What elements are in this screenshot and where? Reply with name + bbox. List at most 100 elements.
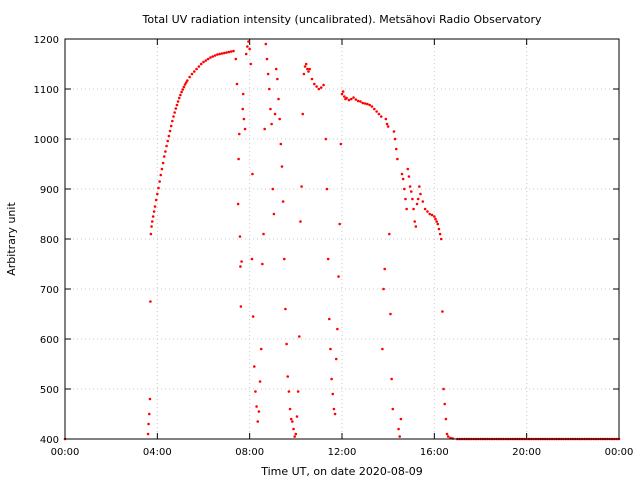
data-point xyxy=(239,305,243,308)
data-point xyxy=(183,83,187,86)
data-point xyxy=(234,57,238,61)
data-point xyxy=(239,265,242,268)
data-point xyxy=(241,107,245,111)
data-point xyxy=(270,122,273,126)
data-point xyxy=(211,55,215,58)
data-point xyxy=(150,225,153,228)
data-point xyxy=(248,47,251,51)
data-point xyxy=(181,88,185,91)
data-point xyxy=(307,70,310,73)
data-point xyxy=(149,232,153,236)
data-point xyxy=(361,101,365,105)
data-point xyxy=(280,165,284,168)
data-point xyxy=(437,227,441,231)
data-point xyxy=(333,412,337,416)
data-point xyxy=(286,375,290,378)
data-point xyxy=(394,147,398,151)
data-point xyxy=(272,212,276,216)
data-point xyxy=(263,127,266,131)
data-point xyxy=(331,392,335,396)
data-point xyxy=(310,77,314,81)
data-point xyxy=(368,103,372,107)
data-point xyxy=(306,67,309,71)
data-point xyxy=(254,390,257,393)
data-point xyxy=(289,417,293,421)
data-point xyxy=(237,132,241,136)
data-point xyxy=(444,417,448,421)
data-point xyxy=(204,59,208,62)
data-point xyxy=(246,45,249,48)
data-point xyxy=(400,172,404,176)
data-point xyxy=(330,377,333,381)
data-point xyxy=(304,62,308,66)
y-tick-label: 700 xyxy=(40,285,59,296)
data-point xyxy=(241,92,245,96)
data-point xyxy=(291,420,294,423)
x-tick-label: 08:00 xyxy=(235,447,264,458)
data-point xyxy=(188,75,191,79)
data-point xyxy=(418,185,421,188)
data-point xyxy=(165,144,168,148)
grid-lines xyxy=(65,39,619,439)
data-point xyxy=(255,405,258,408)
plot-frame xyxy=(64,38,620,440)
data-point xyxy=(303,65,307,68)
data-point xyxy=(190,72,194,76)
data-point xyxy=(341,90,345,93)
data-point xyxy=(300,185,303,188)
data-point xyxy=(385,122,389,126)
data-point xyxy=(308,67,311,71)
data-point xyxy=(384,117,388,121)
data-point xyxy=(324,137,328,141)
data-point xyxy=(386,125,390,128)
data-point xyxy=(339,142,343,146)
data-point xyxy=(388,232,391,236)
data-point xyxy=(265,57,269,61)
y-tick-label: 600 xyxy=(40,335,59,346)
data-point xyxy=(177,96,181,100)
data-point xyxy=(186,79,189,82)
data-point xyxy=(167,134,171,138)
data-point xyxy=(256,420,260,423)
data-point xyxy=(262,232,265,236)
data-point xyxy=(152,210,156,213)
data-point xyxy=(266,72,270,76)
data-point xyxy=(149,300,152,303)
data-point xyxy=(442,387,445,391)
data-point xyxy=(206,57,210,61)
data-point xyxy=(363,102,367,105)
data-point xyxy=(169,124,173,128)
y-tick-label: 500 xyxy=(40,385,59,396)
data-point xyxy=(326,257,330,261)
data-point xyxy=(161,161,165,165)
y-tick-label: 400 xyxy=(40,435,59,446)
chart-title: Total UV radiation intensity (uncalibrat… xyxy=(142,13,542,26)
x-tick-label: 16:00 xyxy=(420,447,449,458)
data-point xyxy=(343,95,346,98)
data-point xyxy=(421,200,425,203)
x-axis-label: Time UT, on date 2020-08-09 xyxy=(260,465,423,478)
data-point xyxy=(292,427,295,431)
data-point xyxy=(373,107,376,111)
data-point xyxy=(172,115,175,118)
data-point xyxy=(403,187,406,191)
data-point xyxy=(176,100,180,103)
data-point xyxy=(405,207,408,211)
data-point xyxy=(171,119,174,123)
data-point xyxy=(236,202,240,206)
data-point xyxy=(160,167,164,171)
data-point xyxy=(238,235,242,238)
data-point xyxy=(428,212,432,216)
data-point xyxy=(338,222,341,226)
data-point xyxy=(340,92,344,96)
data-point xyxy=(199,62,203,66)
data-point xyxy=(250,257,254,261)
y-tick-label: 900 xyxy=(40,185,59,196)
data-point xyxy=(441,310,444,313)
data-point xyxy=(179,93,182,97)
data-point xyxy=(407,175,411,178)
data-point xyxy=(370,105,374,108)
data-point xyxy=(175,103,179,107)
data-point xyxy=(379,115,383,118)
data-point xyxy=(150,220,154,223)
